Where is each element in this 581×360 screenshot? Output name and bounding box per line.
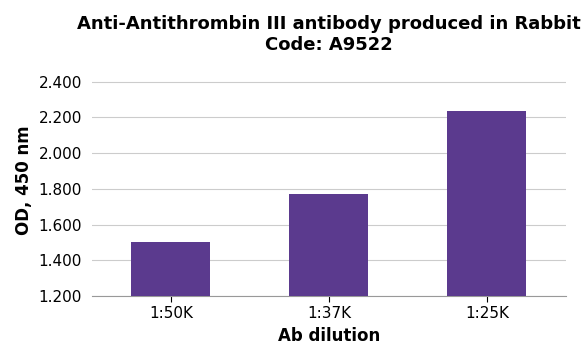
Bar [131,242,210,296]
Bar [447,111,526,296]
Bar [289,194,368,296]
Title: Anti-Antithrombin III antibody produced in Rabbit
Code: A9522: Anti-Antithrombin III antibody produced … [77,15,581,54]
X-axis label: Ab dilution: Ab dilution [278,327,380,345]
Y-axis label: OD, 450 nm: OD, 450 nm [15,125,33,235]
